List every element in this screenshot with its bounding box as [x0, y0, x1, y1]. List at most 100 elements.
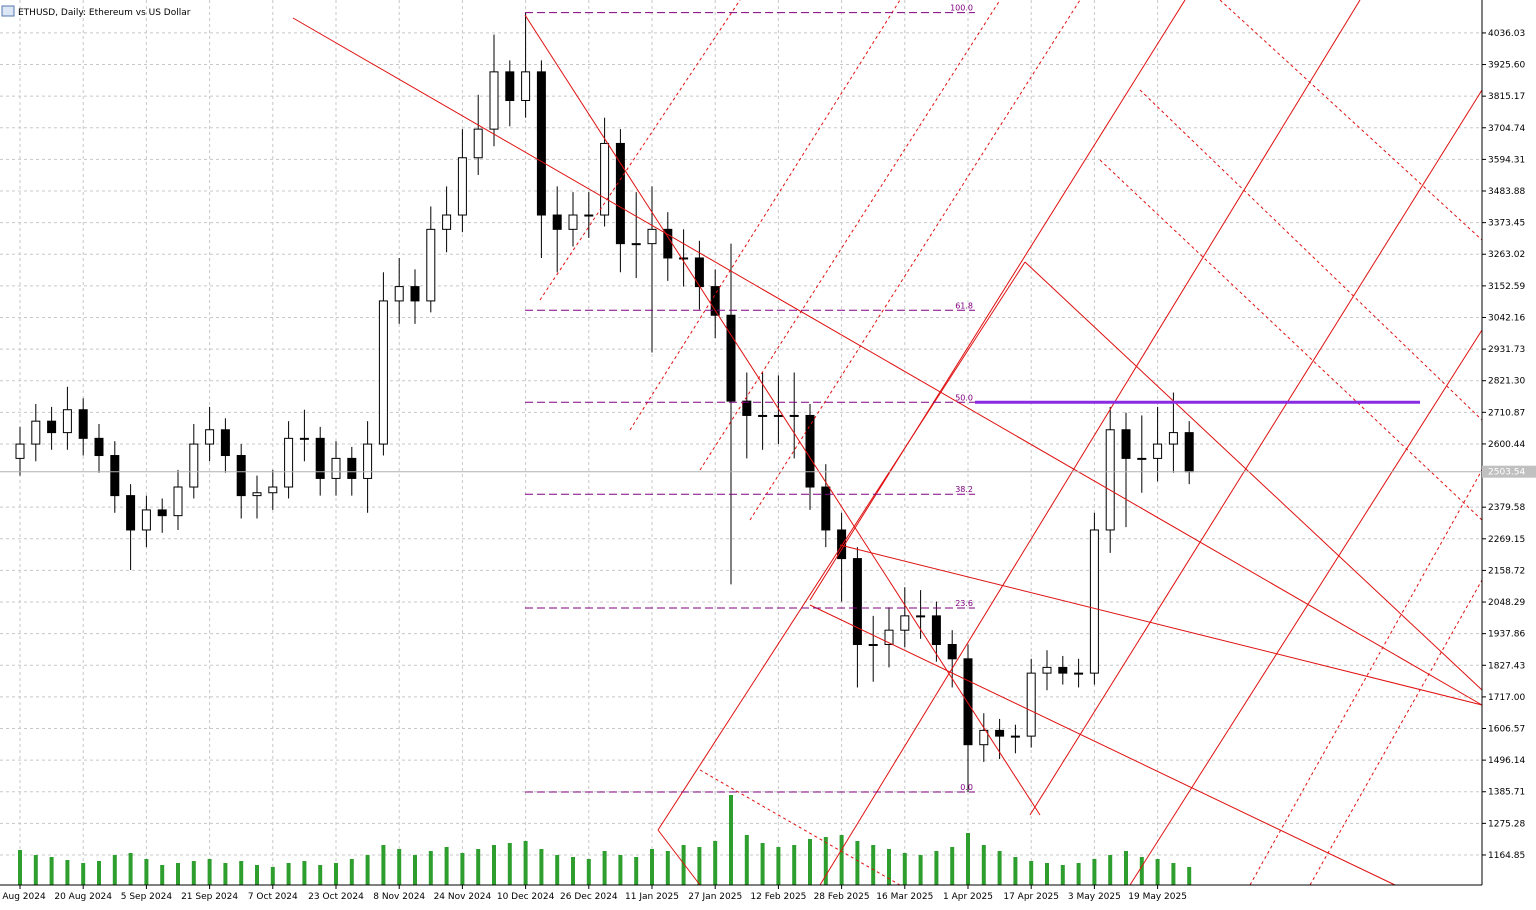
dashed-line	[629, 0, 901, 431]
y-tick-label: 1164.85	[1488, 851, 1525, 861]
grid	[0, 0, 1482, 885]
candle-body	[1089, 529, 1099, 674]
volume-bar	[1092, 859, 1097, 885]
x-tick-label: 8 Nov 2024	[373, 892, 425, 902]
trend-line	[1024, 261, 1483, 691]
volume-bar	[887, 849, 891, 885]
volume-bar	[65, 860, 70, 885]
trend-line	[1029, 89, 1483, 816]
candle-body	[805, 414, 815, 488]
candle-body	[1074, 672, 1084, 675]
volume-bar	[586, 859, 591, 885]
volume-bar	[918, 855, 923, 885]
volume-bar	[397, 849, 402, 885]
volume-bar	[902, 853, 907, 885]
candle-body	[631, 243, 641, 246]
volume-bar	[634, 857, 639, 885]
volume-bar	[618, 855, 623, 885]
candle-body	[1105, 429, 1115, 531]
axis-labels: 4036.03 3925.60 3815.17 3704.74 3594.31 3483.…	[0, 29, 1536, 902]
candle-body	[62, 409, 72, 434]
volume-bar	[112, 855, 117, 885]
candle-body	[205, 429, 215, 445]
volume-bar	[223, 863, 228, 885]
fibonacci: 100.0 61.8 50.0 38.2 23.6 0.0	[525, 4, 1420, 793]
candle-body	[236, 455, 246, 497]
volume-bar	[792, 845, 797, 885]
volume-bar	[33, 855, 38, 885]
candle-body	[821, 486, 831, 531]
volume-bar	[191, 861, 196, 885]
dashed-line	[749, 0, 1081, 521]
volume-bar	[207, 859, 212, 885]
volume-bar	[839, 835, 844, 885]
candle-body	[378, 300, 388, 445]
volume-bar	[1171, 863, 1176, 885]
candle-body	[979, 729, 989, 746]
volume-bar	[934, 851, 939, 885]
volume-bar	[81, 863, 86, 885]
candle-body	[615, 142, 625, 245]
fib-label: 23.6	[955, 599, 973, 608]
trend-line	[1129, 329, 1483, 886]
candle-body	[426, 228, 436, 302]
candle-body	[94, 437, 104, 457]
volume-bar	[1187, 867, 1192, 885]
fib-label: 100.0	[950, 4, 973, 13]
candle-body	[758, 414, 768, 417]
candle-body	[742, 400, 752, 416]
x-tick-label: 16 Mar 2025	[876, 892, 933, 902]
candle-body	[252, 492, 262, 497]
volume-bar	[1108, 855, 1113, 885]
candle-body	[995, 729, 1005, 737]
volume-bar	[381, 845, 386, 885]
candle-body	[157, 509, 167, 517]
y-tick-label: 2269.15	[1488, 535, 1525, 545]
x-tick-label: 10 Dec 2024	[497, 892, 555, 902]
candle-body	[110, 455, 120, 497]
dashed-line	[699, 0, 1001, 471]
volume-bar	[602, 851, 607, 885]
y-tick-label: 2931.73	[1488, 345, 1525, 355]
x-tick-label: 11 Jan 2025	[625, 892, 679, 902]
y-tick-label: 3594.31	[1488, 155, 1525, 165]
volume-bar	[665, 851, 670, 885]
candle-body	[505, 71, 515, 101]
candle-body	[410, 286, 420, 302]
volume-bar	[1139, 857, 1144, 885]
candle-body	[1121, 429, 1131, 459]
y-tick-label: 1606.57	[1488, 725, 1525, 735]
y-tick-label: 3815.17	[1488, 92, 1525, 102]
x-tick-label: Aug 2024	[2, 892, 46, 902]
candle-body	[126, 495, 136, 531]
candle-body	[931, 615, 941, 645]
dashed-line	[539, 0, 741, 301]
volume-bar	[823, 837, 828, 885]
dashed-line	[1249, 469, 1483, 886]
volume-bar	[855, 841, 860, 885]
volume-bar	[413, 855, 417, 885]
volume-bar	[950, 847, 955, 885]
chart-title: ETHUSD, Daily: Ethereum vs US Dollar	[18, 8, 191, 18]
trend-line	[839, 544, 1483, 706]
x-tick-label: 24 Nov 2024	[434, 892, 492, 902]
volume-bar	[966, 833, 970, 885]
candle-body	[141, 509, 151, 531]
volume-bar	[160, 865, 165, 885]
candle-body	[189, 443, 199, 488]
symbol-icon	[1, 5, 15, 17]
y-tick-label: 3483.88	[1488, 187, 1525, 197]
trend-line	[292, 17, 1483, 706]
candle-body	[1010, 735, 1020, 738]
y-tick-label: 2710.87	[1488, 408, 1525, 418]
y-tick-label: 1385.71	[1488, 788, 1525, 798]
y-tick-label: 3925.60	[1488, 61, 1525, 71]
volume-bar	[144, 859, 149, 885]
x-tick-label: 12 Feb 2025	[750, 892, 806, 902]
volume-bar	[760, 843, 765, 885]
fib-label: 50.0	[955, 393, 973, 402]
y-tick-label: 1496.14	[1488, 756, 1525, 766]
x-tick-label: 21 Sep 2024	[181, 892, 238, 902]
volume-bar	[681, 845, 686, 885]
y-tick-label: 3263.02	[1488, 250, 1525, 260]
